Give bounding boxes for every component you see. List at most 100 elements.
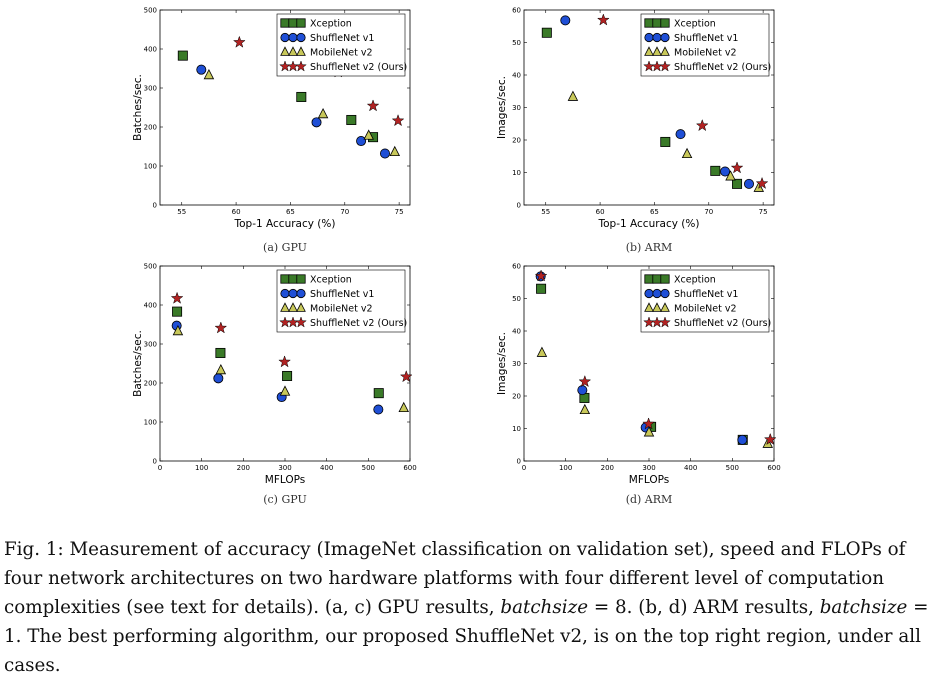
legend-marker-triangle (652, 302, 662, 312)
y-axis-label: Images/sec. (496, 76, 508, 139)
y-tick-label: 0 (153, 458, 157, 466)
y-tick-label: 40 (512, 72, 521, 80)
caption-prefix: Fig. 1: Measurement of accuracy (ImageNe… (4, 539, 906, 618)
legend-marker-circle (652, 288, 662, 299)
point-square-0-2 (282, 370, 293, 381)
x-tick-label: 55 (177, 208, 186, 216)
caption-eq-gpu: = 8. (b, d) ARM results, (588, 597, 820, 618)
legend-label: ShuffleNet v2 (Ours) (674, 318, 771, 329)
legend-marker-triangle (296, 46, 306, 56)
legend-label: ShuffleNet v1 (310, 289, 374, 300)
x-tick-label: 400 (320, 464, 333, 472)
x-tick-label: 300 (278, 464, 291, 472)
legend-marker-star (659, 316, 671, 328)
y-tick-label: 50 (512, 39, 521, 47)
point-circle-1-1 (577, 385, 588, 396)
point-triangle-2-2 (279, 385, 291, 396)
subcaption-c: (c) GPU (263, 493, 307, 506)
chart-panel-a: 55 60 65 70 75 0 100 200 300 400 500 Top-1 Accuracy… (130, 5, 420, 260)
point-star-3-0 (170, 291, 184, 304)
chart-a: 55 60 65 70 75 0 100 200 300 400 500 Top-1 Accuracy… (132, 7, 411, 230)
point-circle-1-0 (560, 15, 571, 26)
y-tick-label: 0 (517, 458, 521, 466)
point-square-0-2 (710, 165, 721, 176)
y-tick-label: 200 (144, 380, 157, 388)
point-triangle-2-1 (215, 363, 227, 375)
point-star-3-2 (642, 417, 655, 430)
y-tick-label: 20 (512, 393, 521, 401)
subcaption-a: (a) GPU (263, 241, 307, 254)
legend-label: Xception (310, 275, 352, 286)
x-tick-label: 75 (759, 208, 768, 216)
legend-marker-square (296, 274, 306, 284)
legend-label: ShuffleNet v2 (Ours) (310, 318, 407, 329)
point-square-0-3 (732, 178, 743, 189)
x-tick-label: 75 (395, 208, 404, 216)
chart-c: 0 100 200 300 400 500 600 0 100 200 300 400 500 MFLOP… (132, 263, 417, 487)
chart-panel-c: 0 100 200 300 400 500 600 0 100 200 300 400 500 MFLOP… (130, 261, 420, 516)
point-triangle-2-1 (317, 107, 329, 119)
legend-label: Xception (674, 19, 716, 30)
legend-label: Xception (310, 19, 352, 30)
legend-marker-circle (296, 32, 306, 43)
legend-marker-square (660, 18, 670, 28)
y-tick-label: 30 (512, 104, 521, 112)
y-tick-label: 60 (512, 7, 521, 15)
point-triangle-2-1 (579, 403, 591, 415)
x-axis-label: Top-1 Accuracy (%) (234, 218, 336, 230)
point-star-3-3 (391, 114, 405, 127)
point-star-3-0 (534, 269, 548, 282)
y-tick-label: 500 (144, 263, 157, 271)
point-triangle-2-2 (725, 170, 736, 181)
legend-marker-triangle (288, 302, 298, 312)
point-circle-1-3 (743, 178, 754, 189)
chart-panel-d: 0 100 200 300 400 500 600 0 10 20 30 40 50 60 MFLOPs Im… (494, 261, 784, 516)
legend-label: MobileNet v2 (674, 304, 737, 315)
legend-marker-triangle (288, 46, 298, 56)
point-square-0-1 (296, 91, 307, 102)
legend-label: ShuffleNet v1 (310, 33, 374, 44)
legend-label: MobileNet v2 (674, 48, 737, 59)
y-tick-label: 40 (512, 328, 521, 336)
legend-marker-square (296, 18, 306, 28)
legend-marker-square (288, 274, 298, 284)
point-star-3-3 (399, 370, 413, 383)
x-axis-label: Top-1 Accuracy (%) (598, 218, 700, 230)
y-tick-label: 60 (512, 263, 521, 271)
y-axis-label: Batches/sec. (132, 330, 144, 397)
caption-var-batchsize-arm: batchsize (819, 597, 908, 618)
y-tick-label: 30 (512, 360, 521, 368)
point-star-3-0 (596, 13, 610, 26)
x-tick-label: 200 (237, 464, 250, 472)
y-tick-label: 0 (153, 202, 157, 210)
x-tick-label: 100 (559, 464, 572, 472)
point-triangle-2-0 (172, 324, 184, 336)
y-tick-label: 100 (144, 163, 157, 171)
point-triangle-2-3 (398, 401, 410, 413)
figure-caption: Fig. 1: Measurement of accuracy (ImageNe… (4, 535, 930, 680)
point-star-3-3 (763, 432, 777, 446)
legend-marker-circle (660, 32, 670, 43)
point-circle-1-1 (213, 373, 224, 384)
y-tick-label: 400 (144, 46, 157, 54)
legend-marker-triangle (652, 46, 662, 56)
x-tick-label: 600 (767, 464, 780, 472)
point-square-0-0 (177, 50, 188, 61)
point-circle-1-3 (379, 148, 390, 159)
y-tick-label: 10 (512, 169, 521, 177)
legend-label: MobileNet v2 (310, 48, 373, 59)
y-tick-label: 100 (144, 419, 157, 427)
point-square-0-0 (172, 306, 183, 317)
legend-marker-circle (280, 32, 290, 43)
point-star-3-2 (730, 161, 744, 174)
legend-marker-star (659, 60, 671, 72)
legend-marker-triangle (296, 302, 306, 312)
y-tick-label: 20 (512, 137, 521, 145)
legend-marker-square (280, 18, 290, 28)
y-axis-label: Images/sec. (496, 332, 508, 395)
x-tick-label: 500 (362, 464, 375, 472)
x-tick-label: 70 (704, 208, 713, 216)
point-star-3-3 (755, 176, 769, 190)
y-tick-label: 500 (144, 7, 157, 15)
x-tick-label: 200 (601, 464, 614, 472)
